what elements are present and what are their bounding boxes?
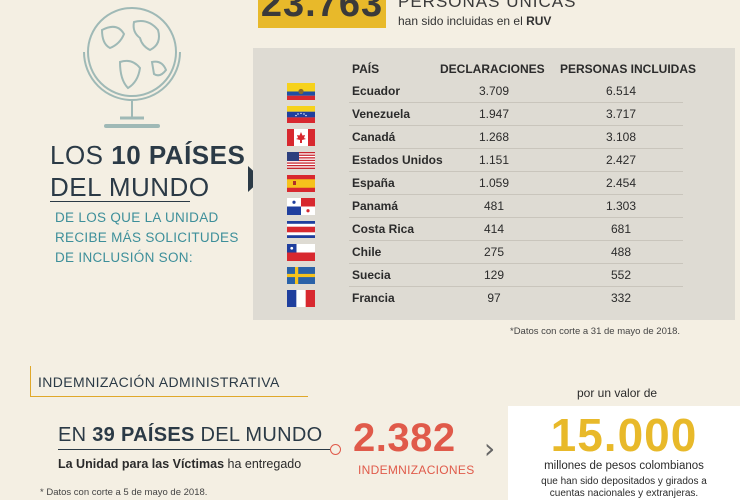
row-divider [349,125,683,126]
section-frame-bottom [30,396,308,397]
row-country: Canadá [352,130,396,144]
table-row: Suecia 129 552 [253,264,735,287]
section-frame-left [30,366,31,396]
header-declarations: DECLARACIONES [440,62,545,76]
indemnizacion-heading-underline [58,449,333,450]
row-persons: 1.303 [605,199,637,213]
costa-rica-flag-icon [287,221,315,238]
panama-flag-icon [287,198,315,215]
france-flag-icon [287,290,315,307]
valor-number: 15.000 [550,409,698,461]
row-divider [349,240,683,241]
header-country: PAÍS [352,62,380,76]
table-row: Estados Unidos 1.151 2.427 [253,149,735,172]
ecuador-flag-icon [287,83,315,100]
venezuela-flag-icon [287,106,315,123]
indemnizaciones-label: INDEMNIZACIONES [358,463,475,477]
countries-heading-subtitle: DE LOS QUE LA UNIDAD RECIBE MÁS SOLICITU… [55,210,239,265]
row-persons: 2.454 [605,176,637,190]
row-divider [349,217,683,218]
row-declarations: 1.059 [478,176,510,190]
row-declarations: 1.947 [478,107,510,121]
indemnizacion-heading: EN 39 PAÍSES DEL MUNDO [58,424,323,446]
usa-flag-icon [287,152,315,169]
row-declarations: 481 [483,199,505,213]
globe-icon [83,7,181,128]
row-persons: 681 [610,222,632,236]
countries-heading-line2: DEL MUNDO [50,172,210,202]
persons-total-number: 23.763 [258,0,386,28]
row-declarations: 97 [487,291,501,305]
heading-underline [50,201,190,202]
row-country: Francia [352,291,395,305]
indemnizacion-subtitle: La Unidad para las Víctimas ha entregado [58,457,302,471]
table-row: Costa Rica 414 681 [253,218,735,241]
row-declarations: 275 [483,245,505,259]
chevron-right-icon: › [484,432,496,465]
row-persons: 3.108 [605,130,637,144]
table-row: Chile 275 488 [253,241,735,264]
row-country: Estados Unidos [352,153,443,167]
valor-subtitle: millones de pesos colombianos [544,460,704,472]
indemnizaciones-number: 2.382 [353,416,456,460]
table-row: España 1.059 2.454 [253,172,735,195]
indemnizacion-footnote: * Datos con corte a 5 de mayo de 2018. [40,487,208,498]
table-row: Ecuador 3.709 6.514 [253,80,735,103]
row-declarations: 129 [483,268,505,282]
valor-label: por un valor de [577,386,658,400]
row-divider [349,171,683,172]
row-persons: 552 [610,268,632,282]
connector-dot-icon [330,444,341,455]
chile-flag-icon [287,244,315,261]
indemnizacion-section-title: INDEMNIZACIÓN ADMINISTRATIVA [38,374,280,390]
canada-flag-icon [287,129,315,146]
sweden-flag-icon [287,267,315,284]
table-row: Panamá 481 1.303 [253,195,735,218]
row-divider [349,102,683,103]
valor-box [508,406,740,500]
row-persons: 2.427 [605,153,637,167]
row-declarations: 3.709 [478,84,510,98]
row-country: Venezuela [352,107,411,121]
row-country: Suecia [352,268,391,282]
table-row: Francia 97 332 [253,287,735,310]
row-declarations: 1.151 [478,153,510,167]
row-persons: 6.514 [605,84,637,98]
row-persons: 488 [610,245,632,259]
row-country: Ecuador [352,84,401,98]
row-persons: 3.717 [605,107,637,121]
row-divider [349,263,683,264]
row-divider [349,286,683,287]
valor-description: que han sido depositados y girados a cue… [541,476,707,499]
row-country: Costa Rica [352,222,415,236]
row-declarations: 414 [483,222,505,236]
row-divider [349,148,683,149]
row-country: Chile [352,245,382,259]
table-footnote: *Datos con corte a 31 de mayo de 2018. [510,326,681,337]
table-row: Canadá 1.268 3.108 [253,126,735,149]
row-country: España [352,176,395,190]
table-row: Venezuela 1.947 3.717 [253,103,735,126]
row-declarations: 1.268 [478,130,510,144]
countries-heading-line1: LOS 10 PAÍSES [50,140,246,170]
spain-flag-icon [287,175,315,192]
persons-total-label: PERSONAS ÚNICAS [398,0,577,11]
row-country: Panamá [352,199,399,213]
header-persons: PERSONAS INCLUIDAS [560,62,697,76]
persons-total-subtitle: han sido incluidas en el RUV [398,14,552,28]
countries-table-panel [253,48,735,320]
row-divider [349,194,683,195]
row-persons: 332 [610,291,632,305]
